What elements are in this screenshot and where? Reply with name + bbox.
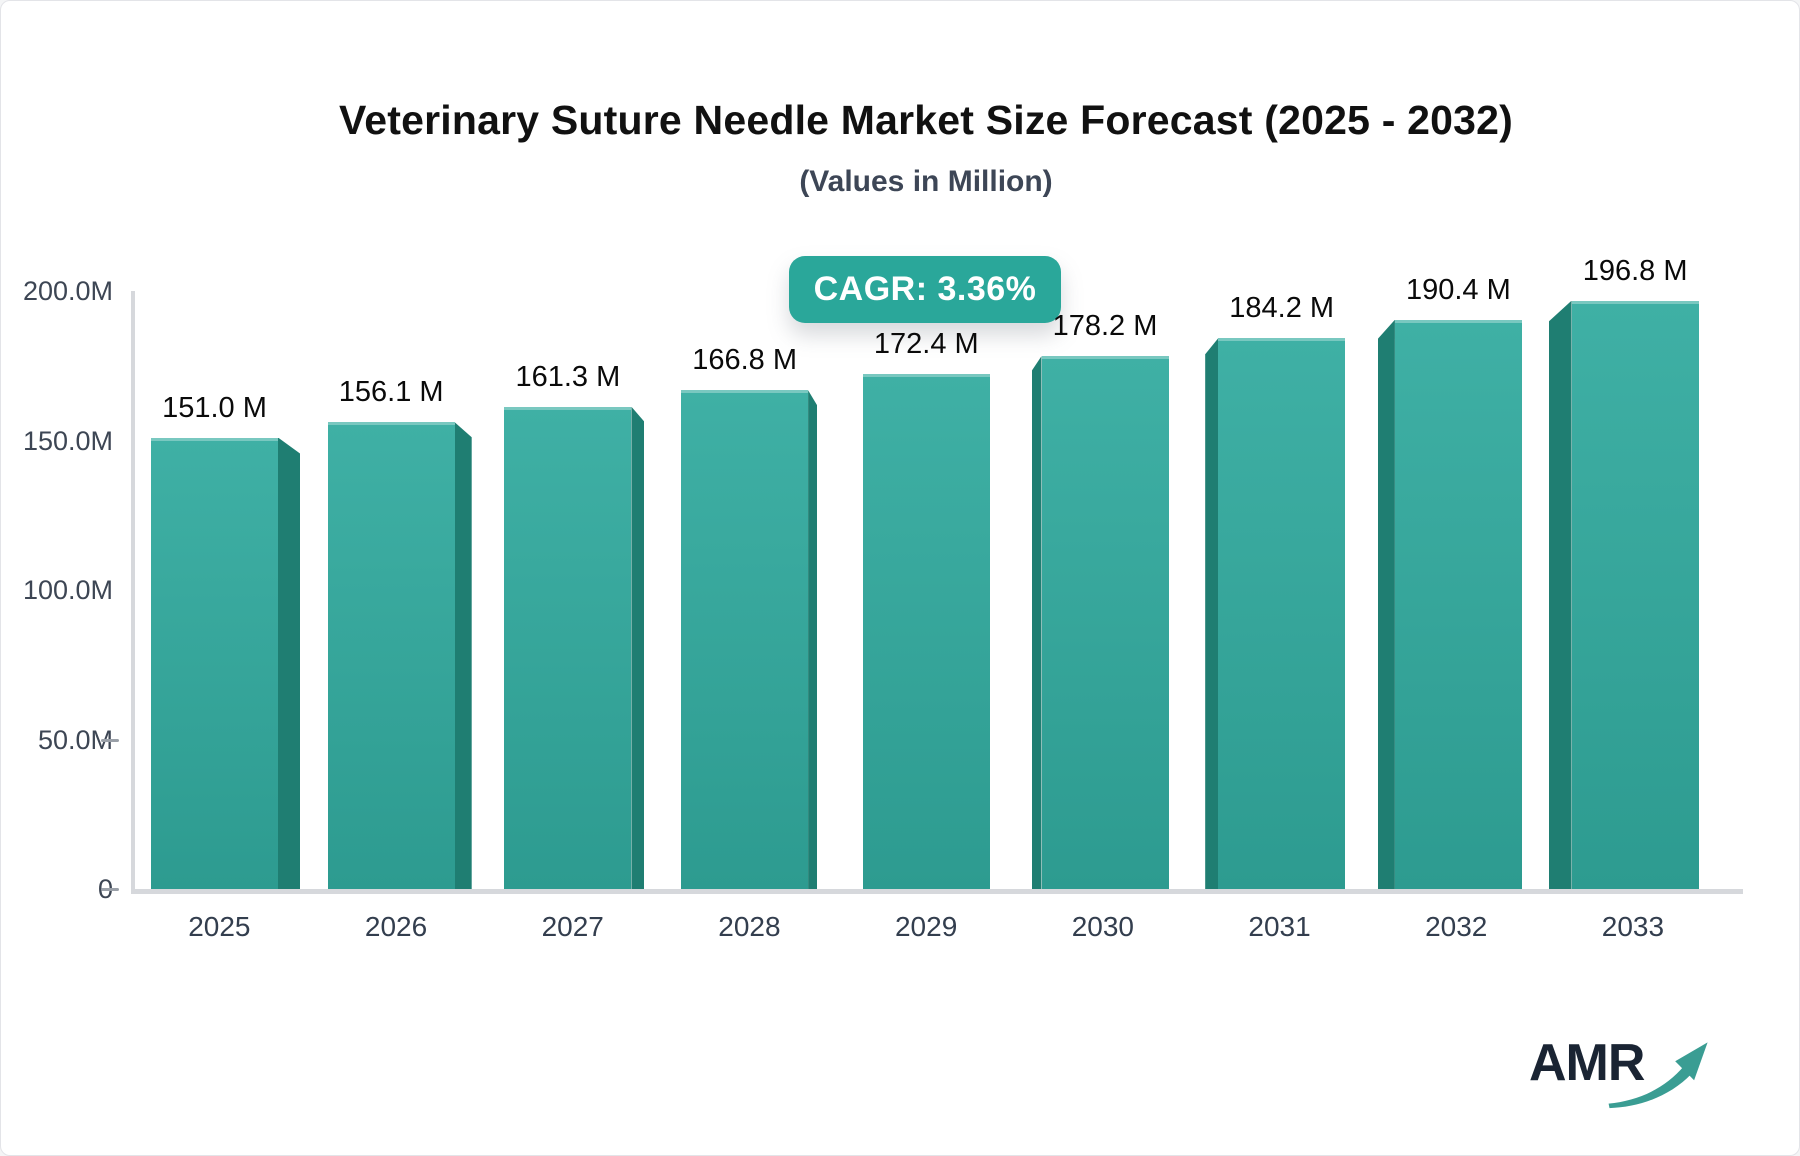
x-axis-tick-label: 2029 — [894, 911, 958, 942]
bar — [862, 373, 990, 889]
x-axis-line — [131, 889, 1743, 894]
bar-3d-side — [1205, 338, 1219, 889]
chart-subtitle: (Values in Million) — [799, 165, 1053, 198]
y-axis-tick-label: 150.0M — [22, 425, 113, 456]
bar-value-label: 172.4 M — [873, 327, 979, 360]
bar-value-label: 156.1 M — [338, 376, 444, 409]
bar — [1571, 300, 1699, 889]
bar — [1218, 338, 1346, 889]
y-axis-tick-label: 200.0M — [22, 276, 113, 306]
bar — [1394, 319, 1522, 889]
x-axis-tick-label: 2028 — [718, 911, 781, 942]
y-axis-tick-mark — [101, 888, 119, 891]
bar — [151, 437, 278, 889]
y-axis-tick-label: 0 — [1, 872, 113, 906]
bar — [327, 422, 455, 889]
bar-value-label: 166.8 M — [692, 344, 797, 377]
bar-top-highlight — [1218, 338, 1346, 342]
trend-up-arrow-icon — [1608, 1042, 1708, 1109]
bar-value-label: 178.2 M — [1052, 310, 1158, 343]
x-axis-tick-label: 2032 — [1425, 911, 1488, 942]
bar-3d-side — [278, 437, 300, 889]
amr-logo-text: AMR — [1529, 1034, 1645, 1092]
bar-top-highlight — [151, 437, 278, 441]
x-axis-tick-label: 2030 — [1071, 911, 1134, 942]
bar-3d-side — [1548, 300, 1572, 889]
bar-top-highlight — [1041, 356, 1169, 360]
bar-value-label: 196.8 M — [1582, 254, 1688, 287]
y-axis-tick-label: 50.0M — [37, 724, 113, 755]
chart-title: Veterinary Suture Needle Market Size For… — [338, 97, 1513, 143]
x-axis-tick-label: 2033 — [1601, 911, 1665, 942]
amr-logo: AMR — [1529, 1029, 1719, 1119]
bar — [504, 406, 632, 889]
bar-top-highlight — [504, 406, 632, 410]
bar-top-highlight — [681, 390, 809, 394]
bar-value-label: 184.2 M — [1229, 292, 1335, 325]
y-axis-tick-label: 100.0M — [22, 575, 113, 605]
bar-3d-side — [454, 422, 472, 889]
bar-3d-side — [808, 390, 818, 889]
bar-3d-side — [1377, 319, 1395, 889]
bar-top-highlight — [1394, 319, 1522, 323]
bar-value-label: 151.0 M — [162, 391, 267, 424]
bar-value-label: 161.3 M — [515, 360, 621, 393]
bar-top-highlight — [1571, 300, 1699, 304]
y-axis-line — [131, 291, 135, 892]
cagr-badge: CAGR: 3.36% — [789, 256, 1061, 323]
bar — [681, 390, 809, 889]
bar-3d-side — [631, 406, 645, 889]
x-axis-tick-label: 2026 — [364, 911, 428, 942]
bar — [1041, 356, 1169, 889]
x-axis-tick-label: 2031 — [1248, 911, 1311, 942]
x-axis-tick-label: 2025 — [188, 911, 251, 942]
bar-top-highlight — [327, 422, 455, 426]
x-axis-tick-label: 2027 — [541, 911, 604, 942]
y-axis-tick-mark — [101, 738, 119, 742]
bar-value-label: 190.4 M — [1405, 273, 1511, 306]
cagr-badge-label: CAGR: 3.36% — [813, 270, 1037, 308]
bar-top-highlight — [862, 373, 990, 377]
bar-3d-side — [1031, 356, 1042, 889]
